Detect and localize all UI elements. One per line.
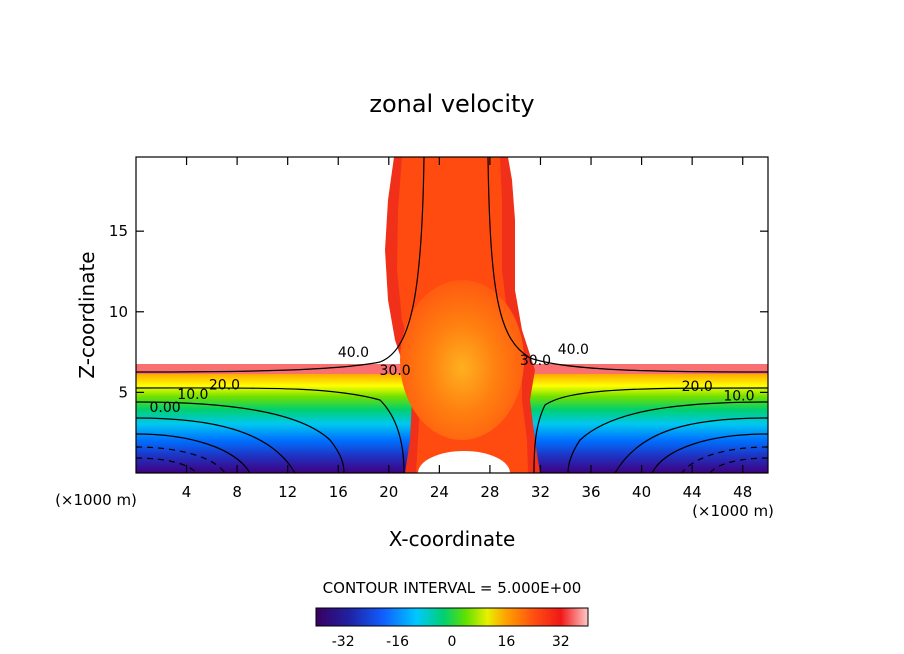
colorbar-tick-label: 32 bbox=[552, 634, 570, 650]
negative-contours bbox=[136, 446, 768, 473]
y-tick-label: 10 bbox=[109, 303, 128, 321]
x-tick-label: 32 bbox=[531, 483, 550, 501]
colorbar-tick-label: -16 bbox=[386, 634, 409, 650]
contour-label: 20.0 bbox=[682, 379, 713, 395]
y-tick-label: 5 bbox=[118, 383, 128, 401]
plot-frame bbox=[135, 156, 769, 474]
surface-bump bbox=[418, 451, 510, 473]
contour-label: 30.0 bbox=[520, 353, 551, 369]
colorbar-tick-label: -32 bbox=[332, 634, 355, 650]
x-tick-label: 28 bbox=[480, 483, 499, 501]
x-tick-label: 4 bbox=[182, 483, 192, 501]
x-tick-label: 36 bbox=[581, 483, 600, 501]
x-units-right: (×1000 m) bbox=[692, 502, 774, 520]
x-tick-label: 24 bbox=[430, 483, 449, 501]
colorbar-tick-label: 16 bbox=[497, 634, 515, 650]
colorbar-tick-label: 0 bbox=[448, 634, 457, 650]
x-axis-label: X-coordinate bbox=[389, 527, 516, 551]
x-units-left: (×1000 m) bbox=[55, 491, 137, 509]
chart-title: zonal velocity bbox=[369, 90, 534, 118]
contour-lines bbox=[136, 157, 768, 473]
x-tick-label: 20 bbox=[379, 483, 398, 501]
contour-label: 30.0 bbox=[380, 363, 411, 379]
x-tick-label: 40 bbox=[632, 483, 651, 501]
contour-field bbox=[136, 157, 768, 473]
x-axis: 4 8 12 16 20 24 28 32 36 40 44 48 bbox=[182, 157, 752, 501]
contour-label: 0.00 bbox=[149, 400, 180, 416]
contour-label: 10.0 bbox=[177, 387, 208, 403]
x-tick-label: 16 bbox=[329, 483, 348, 501]
x-tick-label: 48 bbox=[733, 483, 752, 501]
contour-label: 40.0 bbox=[558, 342, 589, 358]
y-axis-label: Z-coordinate bbox=[75, 251, 99, 378]
contour-label: 40.0 bbox=[338, 345, 369, 361]
plume-core bbox=[400, 280, 524, 440]
contour-interval-label: CONTOUR INTERVAL = 5.000E+00 bbox=[323, 579, 582, 597]
x-tick-label: 44 bbox=[683, 483, 702, 501]
contour-label: 20.0 bbox=[209, 377, 240, 393]
colorbar bbox=[315, 607, 589, 627]
colorbar-ticks: -32 -16 0 16 32 bbox=[332, 634, 570, 650]
x-tick-label: 8 bbox=[232, 483, 242, 501]
x-tick-label: 12 bbox=[278, 483, 297, 501]
contour-label: 10.0 bbox=[723, 389, 754, 405]
y-tick-label: 15 bbox=[109, 222, 128, 240]
y-axis: 5 10 15 bbox=[109, 222, 768, 401]
